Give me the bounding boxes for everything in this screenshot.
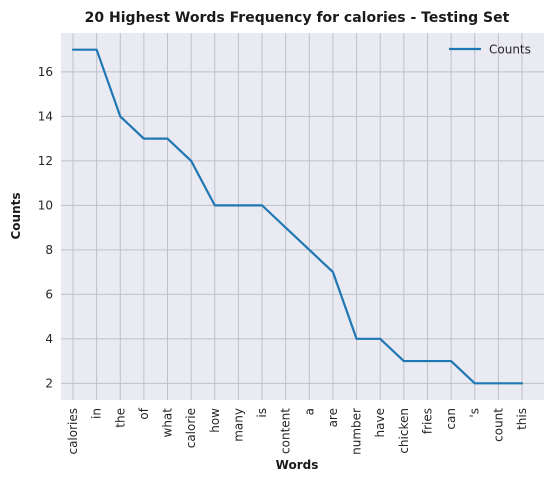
x-tick-label: a (302, 408, 316, 415)
x-tick-label: in (90, 408, 104, 419)
x-tick-label: is (255, 408, 269, 418)
x-tick-label: what (161, 408, 175, 438)
x-tick-label: have (373, 408, 387, 437)
y-tick-label: 16 (38, 65, 53, 79)
legend: Counts (449, 43, 531, 57)
y-tick-label: 4 (45, 332, 53, 346)
series-line-counts (71, 48, 524, 385)
y-tick-label: 14 (38, 109, 53, 123)
x-tick-label: number (350, 408, 364, 455)
x-tick-label: the (113, 408, 127, 428)
plot-area (61, 33, 544, 400)
y-axis-label: Counts (9, 192, 23, 239)
y-axis-ticks: 2 4 6 8 10 12 14 16 (38, 65, 53, 390)
y-tick-label: 8 (45, 243, 53, 257)
x-tick-label: how (208, 408, 222, 433)
x-tick-label: are (326, 408, 340, 427)
chart-title: 20 Highest Words Frequency for calories … (85, 10, 510, 26)
x-axis-ticks: calories in the of what calorie how many is conte… (66, 407, 529, 455)
x-tick-label: chicken (397, 408, 411, 454)
x-tick-label: 's (468, 408, 482, 418)
x-tick-label: calories (66, 408, 80, 455)
x-tick-label: content (279, 408, 293, 454)
y-tick-label: 6 (45, 287, 53, 301)
x-tick-label: count (491, 408, 505, 442)
x-tick-label: fries (420, 408, 434, 434)
y-tick-label: 12 (38, 154, 53, 168)
x-axis-label: Words (276, 458, 319, 472)
y-tick-label: 2 (45, 376, 53, 390)
y-tick-label: 10 (38, 198, 53, 212)
legend-label-counts: Counts (489, 43, 531, 57)
x-tick-label: this (515, 408, 529, 430)
x-tick-label: can (444, 408, 458, 430)
x-tick-label: many (231, 408, 245, 442)
x-tick-label: calorie (184, 408, 198, 448)
x-tick-label: of (137, 407, 151, 419)
